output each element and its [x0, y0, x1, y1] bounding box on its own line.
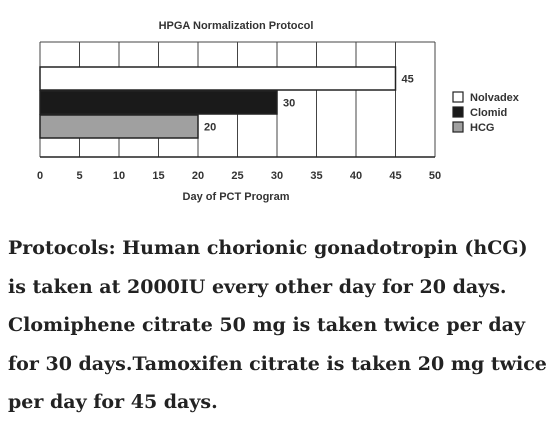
x-tick-label-20: 20 [192, 170, 204, 182]
x-tick-label-50: 50 [429, 170, 441, 182]
hpga-chart: HPGA Normalization Protocol 45 30 20 0 5 10 1… [37, 20, 520, 203]
legend-swatch-nolvadex [452, 91, 464, 103]
x-tick-label-40: 40 [350, 170, 362, 182]
x-tick-label-45: 45 [389, 170, 401, 182]
x-tick-label-5: 5 [76, 170, 82, 182]
legend-swatch-hcg [452, 121, 464, 133]
bar-label-nolvadex: 45 [402, 74, 414, 86]
x-tick-label-30: 30 [271, 170, 283, 182]
legend-label-hcg: HCG [470, 122, 494, 134]
bar-clomid [39, 90, 278, 115]
x-tick-label-15: 15 [152, 170, 164, 182]
x-tick-label-10: 10 [113, 170, 125, 182]
bar-nolvadex [39, 66, 397, 91]
x-axis-label: Day of PCT Program [183, 191, 290, 203]
chart-title: HPGA Normalization Protocol [159, 20, 314, 32]
legend-label-nolvadex: Nolvadex [470, 92, 520, 104]
bar-label-hcg: 20 [204, 122, 216, 134]
bar-label-clomid: 30 [283, 98, 295, 110]
legend-label-clomid: Clomid [470, 107, 507, 119]
bar-hcg [39, 114, 199, 139]
legend: Nolvadex Clomid HCG [452, 91, 520, 134]
x-tick-labels: 0 5 10 15 20 25 30 35 40 45 50 [37, 170, 441, 182]
x-tick-label-25: 25 [231, 170, 243, 182]
protocol-caption: Protocols: Human chorionic gonadotropin … [8, 237, 547, 413]
x-tick-label-0: 0 [37, 170, 43, 182]
bars [39, 66, 397, 139]
legend-swatch-clomid [452, 106, 464, 118]
bar-value-labels: 45 30 20 [204, 74, 414, 134]
x-tick-label-35: 35 [310, 170, 322, 182]
